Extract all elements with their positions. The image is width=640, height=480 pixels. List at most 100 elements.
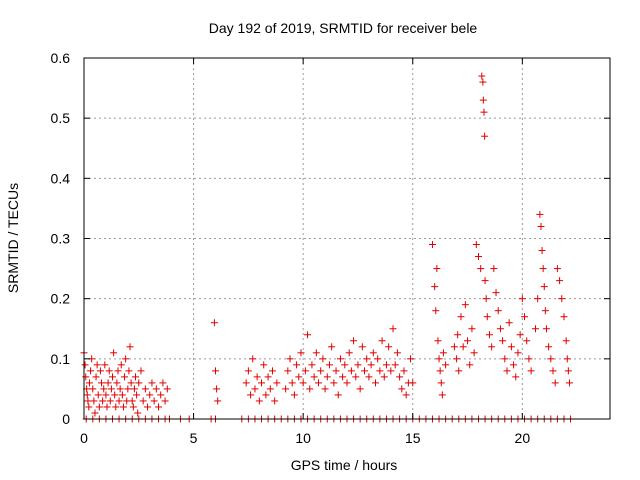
chart-title: Day 192 of 2019, SRMTID for receiver bel… [209,20,478,36]
data-point [96,367,104,375]
data-point [341,361,349,369]
data-point [112,403,120,411]
y-tick-label: 0.3 [51,231,71,247]
data-point [94,391,102,399]
data-point [126,343,134,351]
y-axis-label: SRMTID / TECUs [5,183,21,293]
data-point [85,403,93,411]
data-point [266,385,274,393]
x-tick-label: 10 [295,430,311,446]
data-point [150,397,158,405]
data-point [371,379,379,387]
data-point [116,385,124,393]
data-point [409,379,417,387]
data-point [125,367,133,375]
data-point [89,385,97,393]
data-point [560,313,568,321]
data-point [354,361,362,369]
data-point [282,385,290,393]
data-point [130,385,138,393]
data-point [284,367,292,375]
data-point [518,295,526,303]
data-point [343,379,351,387]
data-point [117,361,125,369]
data-point [553,265,561,273]
data-point [106,397,114,405]
data-point [253,373,261,381]
data-point [433,265,441,273]
data-point [468,325,476,333]
data-point [135,379,143,387]
data-point [325,361,333,369]
x-tick-label: 5 [190,430,198,446]
data-point [525,355,533,363]
data-point [127,379,135,387]
data-point [124,385,132,393]
data-point [163,385,171,393]
data-point [293,361,301,369]
data-point [108,373,116,381]
data-point [431,283,439,291]
data-point [242,379,250,387]
data-point [402,391,410,399]
data-point [315,379,323,387]
data-point [336,355,344,363]
data-point [523,337,531,345]
data-point [134,409,142,417]
data-point [365,373,373,381]
data-point [439,349,447,357]
data-point [334,391,342,399]
data-point [472,241,480,249]
data-point [436,367,444,375]
data-point [454,331,462,339]
data-point [563,355,571,363]
data-point [244,367,252,375]
y-tick-label: 0.2 [51,291,71,307]
tick-marks [83,57,610,420]
data-point [299,379,307,387]
data-point [391,361,399,369]
data-point [347,367,355,375]
data-point [118,391,126,399]
data-point [213,385,221,393]
y-tick-label: 0 [62,411,70,427]
data-point [155,403,163,411]
data-point [438,391,446,399]
data-point [564,367,572,375]
data-point [503,367,511,375]
data-point [398,385,406,393]
x-tick-labels: 0 5 10 15 20 [80,430,530,446]
data-point [490,265,498,273]
data-point [361,367,369,375]
data-point [345,349,353,357]
data-point [459,343,467,351]
data-point [378,337,386,345]
data-point [122,355,130,363]
data-point [129,403,137,411]
data-point [480,108,488,116]
data-point [376,367,384,375]
data-point [85,379,93,387]
data-point [558,295,566,303]
y-tick-label: 0.5 [51,110,71,126]
data-point [111,391,119,399]
data-point [481,277,489,285]
data-point [297,349,305,357]
data-point [442,361,450,369]
data-point [428,241,436,249]
data-point [148,379,156,387]
data-point [210,319,218,327]
y-tick-labels: 0 0.1 0.2 0.3 0.4 0.5 0.6 [51,50,71,427]
data-point [478,72,486,80]
data-point [262,391,270,399]
data-point [152,385,160,393]
data-point [455,367,463,375]
data-point [115,397,123,405]
data-point [317,367,325,375]
y-tick-label: 0.4 [51,170,71,186]
data-point [477,265,485,273]
data-point [369,349,377,357]
data-point [319,355,327,363]
data-point [214,397,222,405]
